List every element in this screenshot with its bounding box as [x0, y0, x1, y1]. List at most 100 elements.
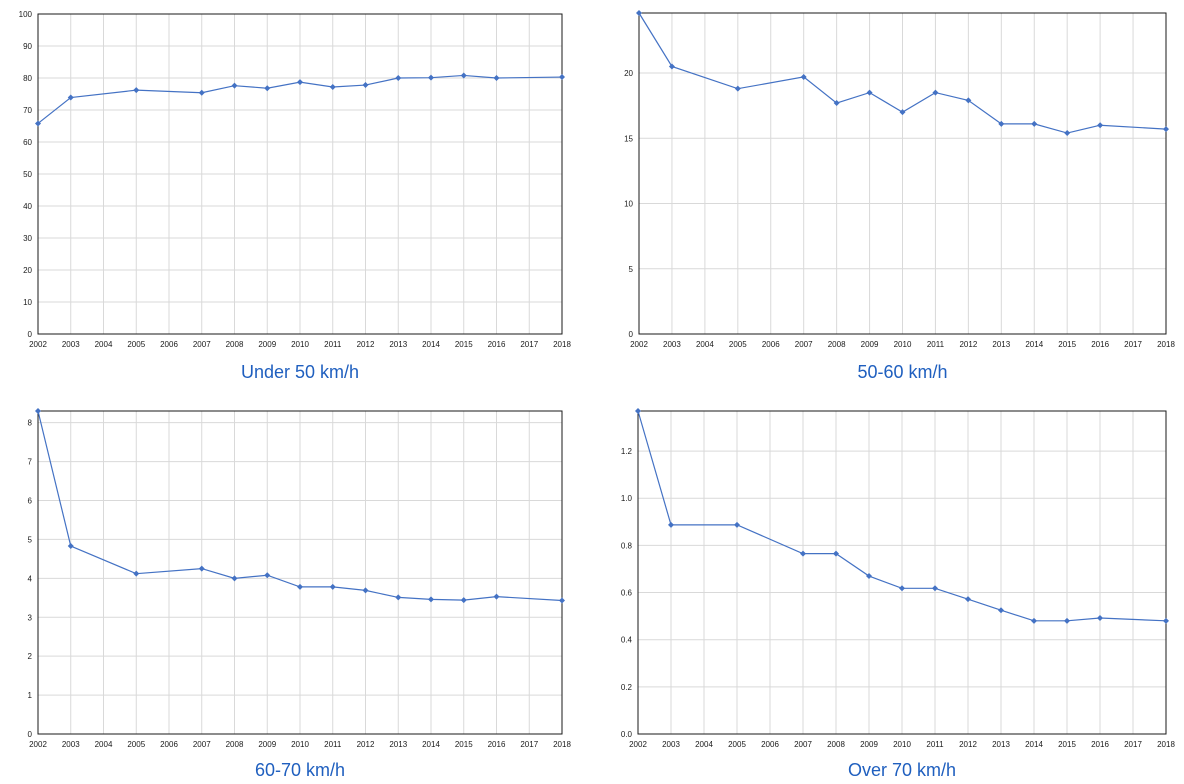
x-tick-label: 2003 — [662, 740, 680, 749]
x-tick-label: 2014 — [1025, 340, 1043, 349]
y-tick-label: 50 — [23, 170, 32, 179]
series-line — [37, 410, 563, 602]
x-tick-label: 2017 — [520, 740, 538, 749]
data-point — [428, 596, 434, 603]
data-point — [362, 82, 369, 89]
x-tick-label: 2013 — [992, 740, 1010, 749]
x-tick-label: 2002 — [630, 340, 648, 349]
data-point — [362, 587, 369, 594]
x-tick-label: 2010 — [893, 740, 911, 749]
x-tick-label: 2007 — [193, 340, 211, 349]
x-tick-label: 2008 — [226, 340, 244, 349]
y-tick-label: 1 — [28, 691, 33, 700]
data-point — [1163, 617, 1169, 624]
data-point — [668, 63, 675, 70]
data-point — [493, 593, 500, 600]
data-point — [395, 75, 402, 81]
x-tick-label: 2011 — [324, 340, 342, 349]
y-tick-label: 0.8 — [621, 541, 633, 550]
x-tick-label: 2011 — [927, 340, 945, 349]
x-tick-label: 2017 — [1124, 340, 1142, 349]
x-tick-label: 2015 — [1058, 740, 1076, 749]
x-tick-label: 2009 — [861, 340, 879, 349]
x-tick-label: 2003 — [663, 340, 681, 349]
chart-title: Over 70 km/h — [848, 760, 956, 780]
y-tick-label: 0 — [28, 730, 33, 739]
series-line — [637, 410, 1167, 622]
data-point — [133, 570, 140, 577]
chart-title: 50-60 km/h — [857, 362, 947, 382]
y-tick-label: 0 — [28, 330, 33, 339]
data-point — [932, 89, 939, 96]
chart-title: Under 50 km/h — [241, 362, 359, 382]
x-tick-label: 2002 — [29, 740, 47, 749]
plot-border — [37, 410, 563, 735]
chart-title: 60-70 km/h — [255, 760, 345, 780]
y-tick-label: 5 — [28, 535, 33, 544]
data-point — [133, 87, 140, 94]
chart-over-70: 2002 2003 2004 2005 2006 2007 2008 2009 2010 2011… — [621, 408, 1175, 780]
data-point — [460, 72, 467, 79]
y-tick-label: 6 — [28, 497, 33, 506]
y-tick-label: 4 — [28, 574, 33, 583]
data-point — [1064, 617, 1070, 624]
data-point — [35, 408, 41, 414]
data-point — [231, 575, 238, 582]
y-tick-label: 10 — [23, 298, 32, 307]
data-point — [1064, 130, 1071, 137]
x-tick-label: 2009 — [258, 740, 276, 749]
data-point — [800, 550, 806, 557]
x-tick-label: 2010 — [291, 340, 309, 349]
data-point — [395, 594, 402, 601]
x-tick-label: 2016 — [1091, 740, 1109, 749]
x-tick-label: 2007 — [794, 740, 812, 749]
plot-border — [637, 410, 1167, 735]
data-point — [67, 543, 74, 550]
data-point — [734, 85, 741, 92]
data-point — [460, 597, 467, 604]
y-tick-label: 100 — [19, 10, 33, 19]
x-tick-label: 2004 — [95, 340, 113, 349]
data-point — [231, 82, 238, 89]
y-tick-label: 0.0 — [621, 730, 633, 739]
y-tick-label: 20 — [23, 266, 32, 275]
x-tick-label: 2007 — [193, 740, 211, 749]
data-point — [866, 89, 873, 96]
y-tick-label: 90 — [23, 42, 32, 51]
x-tick-label: 2008 — [827, 740, 845, 749]
data-point — [559, 74, 565, 81]
data-point — [329, 83, 336, 90]
x-tick-label: 2005 — [729, 340, 747, 349]
x-tick-label: 2013 — [389, 740, 407, 749]
x-tick-label: 2002 — [629, 740, 647, 749]
y-tick-label: 7 — [28, 458, 33, 467]
x-tick-label: 2005 — [127, 340, 145, 349]
x-tick-label: 2015 — [455, 340, 473, 349]
y-tick-label: 1.0 — [621, 494, 633, 503]
data-point — [1031, 617, 1037, 624]
data-point — [899, 109, 906, 116]
data-point — [734, 521, 740, 528]
data-point — [1097, 615, 1103, 622]
data-point — [998, 120, 1005, 127]
data-point — [965, 596, 971, 603]
y-tick-label: 80 — [23, 74, 32, 83]
x-tick-label: 2005 — [728, 740, 746, 749]
plot-border — [638, 12, 1167, 335]
y-tick-label: 3 — [28, 613, 33, 622]
data-point — [932, 585, 938, 592]
y-tick-label: 0.4 — [621, 636, 633, 645]
x-tick-label: 2006 — [761, 740, 779, 749]
data-point — [198, 89, 205, 96]
x-tick-label: 2012 — [959, 340, 977, 349]
data-point — [493, 75, 500, 81]
data-point — [668, 521, 674, 528]
y-tick-label: 8 — [28, 419, 33, 428]
x-tick-label: 2012 — [959, 740, 977, 749]
x-tick-label: 2014 — [422, 340, 440, 349]
y-tick-label: 30 — [23, 234, 32, 243]
y-tick-label: 15 — [624, 134, 633, 143]
data-point — [800, 73, 807, 80]
data-point — [636, 10, 642, 16]
